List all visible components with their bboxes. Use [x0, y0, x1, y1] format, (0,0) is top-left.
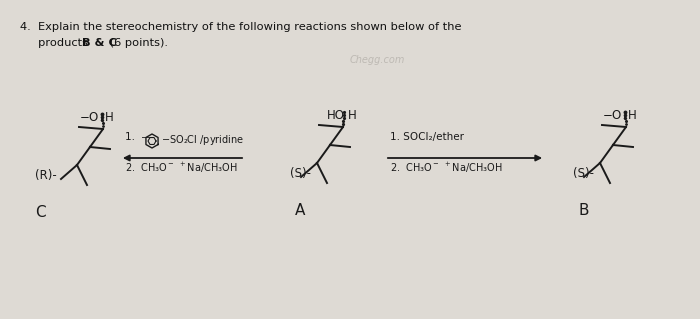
Text: (6 points).: (6 points).: [106, 38, 168, 48]
Text: 1.  —: 1. —: [125, 132, 152, 142]
Text: H: H: [105, 111, 113, 124]
Text: products: products: [20, 38, 92, 48]
Text: 1. SOCl₂/ether: 1. SOCl₂/ether: [390, 132, 464, 142]
Text: HO: HO: [327, 109, 345, 122]
Text: (S)-: (S)-: [573, 167, 594, 180]
Text: H: H: [628, 109, 637, 122]
Text: $-$O: $-$O: [602, 109, 622, 122]
Text: H: H: [348, 109, 357, 122]
Text: 4.  Explain the stereochemistry of the following reactions shown below of the: 4. Explain the stereochemistry of the fo…: [20, 22, 461, 32]
Text: 2.  CH₃O$^-$ $^+$Na/CH₃OH: 2. CH₃O$^-$ $^+$Na/CH₃OH: [390, 161, 503, 175]
Text: $-$O: $-$O: [79, 111, 99, 124]
Text: 2.  CH₃O$^-$ $^+$Na/CH₃OH: 2. CH₃O$^-$ $^+$Na/CH₃OH: [125, 161, 237, 175]
Text: B & C: B & C: [82, 38, 117, 48]
Text: ,: ,: [99, 112, 102, 122]
Text: Chegg.com: Chegg.com: [350, 55, 405, 65]
Text: ,: ,: [622, 110, 625, 120]
Text: A: A: [295, 203, 305, 218]
Text: (R)-: (R)-: [35, 169, 57, 182]
Text: $-$SO₂Cl /pyridine: $-$SO₂Cl /pyridine: [161, 133, 244, 147]
Text: C: C: [35, 205, 46, 220]
Text: (S)-: (S)-: [290, 167, 311, 180]
Text: B: B: [578, 203, 589, 218]
